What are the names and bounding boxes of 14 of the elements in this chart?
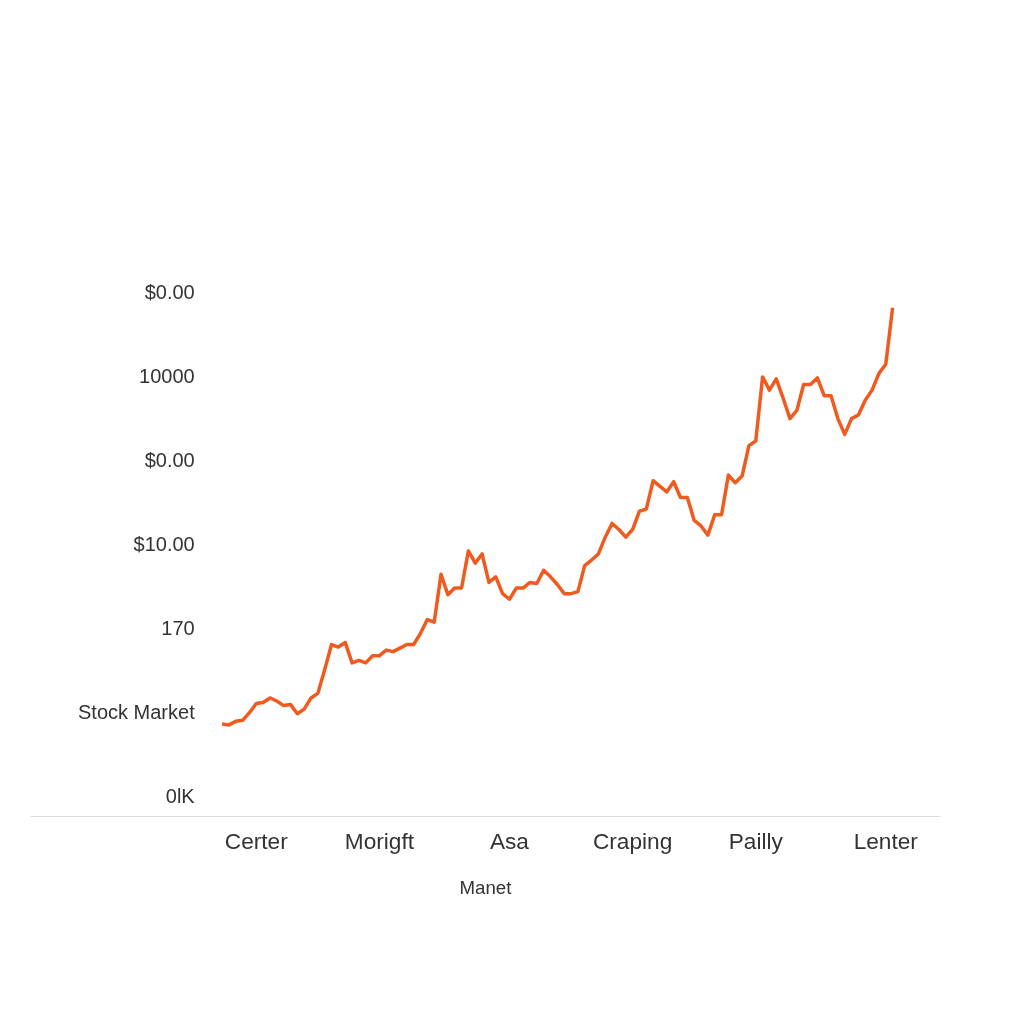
x-tick-label: Morigft bbox=[344, 827, 415, 854]
text: $0.00 bbox=[144, 281, 195, 304]
x-tick-label: Lenter bbox=[853, 827, 919, 854]
x-axis-title: Manet bbox=[459, 876, 513, 898]
text: Stock Market bbox=[78, 701, 196, 724]
x-tick-label: Craping bbox=[592, 827, 673, 854]
x-tick-label: Certer bbox=[224, 827, 289, 854]
text: 170 bbox=[161, 617, 195, 640]
text: $10.00 bbox=[133, 533, 195, 556]
text: $0.00 bbox=[144, 449, 195, 472]
x-tick-label: Asa bbox=[489, 827, 530, 854]
text: 0lK bbox=[165, 785, 196, 808]
x-tick-label: Pailly bbox=[728, 827, 784, 854]
text: 10000 bbox=[139, 365, 195, 388]
